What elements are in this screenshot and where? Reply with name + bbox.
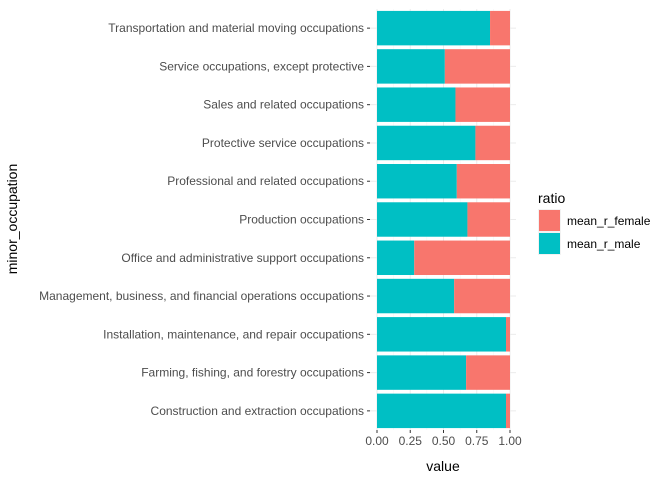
y-tick-label: Management, business, and financial oper… (39, 289, 364, 303)
x-tick-label: 0.75 (465, 434, 489, 448)
y-tick-label: Service occupations, except protective (159, 59, 364, 73)
bar-mean-r-male (377, 393, 507, 429)
bar-mean-r-female (444, 49, 510, 84)
bar-mean-r-male (377, 278, 455, 314)
bar-mean-r-female (475, 125, 510, 161)
x-axis-title: value (426, 458, 460, 474)
bar-mean-r-female (506, 317, 510, 352)
bar-mean-r-male (377, 125, 476, 161)
bars (377, 10, 510, 429)
legend-title: ratio (538, 190, 565, 206)
x-tick-label: 1.00 (498, 434, 522, 448)
y-tick-label: Farming, fishing, and forestry occupatio… (141, 366, 364, 380)
y-tick-labels: Transportation and material moving occup… (39, 21, 370, 418)
y-tick-label: Professional and related occupations (167, 174, 364, 188)
bar-mean-r-female (456, 164, 510, 199)
bar-mean-r-male (377, 10, 491, 46)
y-axis-title: minor_occupation (4, 164, 20, 275)
bar-mean-r-female (454, 278, 510, 314)
legend: ratio mean_r_female mean_r_male (538, 190, 651, 255)
x-tick-label: 0.25 (399, 434, 423, 448)
x-tick-labels: 0.00 0.25 0.50 0.75 1.00 (365, 430, 522, 448)
x-tick-label: 0.00 (365, 434, 389, 448)
bar-mean-r-male (377, 87, 456, 122)
x-tick-label: 0.50 (432, 434, 456, 448)
bar-mean-r-male (377, 164, 457, 199)
bar-mean-r-male (377, 49, 445, 84)
bar-mean-r-female (455, 87, 510, 122)
y-tick-label: Office and administrative support occupa… (121, 251, 364, 265)
bar-mean-r-female (506, 393, 510, 429)
bar-mean-r-female (414, 240, 510, 275)
bar-mean-r-female (490, 10, 510, 46)
legend-label-mean-r-male: mean_r_male (567, 237, 641, 251)
bar-mean-r-female (466, 355, 510, 390)
y-tick-label: Protective service occupations (202, 136, 364, 150)
y-tick-label: Production occupations (239, 213, 364, 227)
legend-swatch-mean-r-male (539, 233, 560, 254)
bar-mean-r-male (377, 240, 415, 275)
y-tick-label: Installation, maintenance, and repair oc… (103, 327, 364, 341)
y-tick-label: Construction and extraction occupations (151, 404, 364, 418)
bar-mean-r-female (467, 202, 510, 237)
y-tick-label: Sales and related occupations (203, 98, 364, 112)
bar-mean-r-male (377, 317, 507, 352)
legend-swatch-mean-r-female (539, 210, 560, 231)
bar-mean-r-male (377, 202, 468, 237)
y-tick-label: Transportation and material moving occup… (108, 21, 364, 35)
bar-mean-r-male (377, 355, 467, 390)
legend-label-mean-r-female: mean_r_female (567, 214, 651, 228)
